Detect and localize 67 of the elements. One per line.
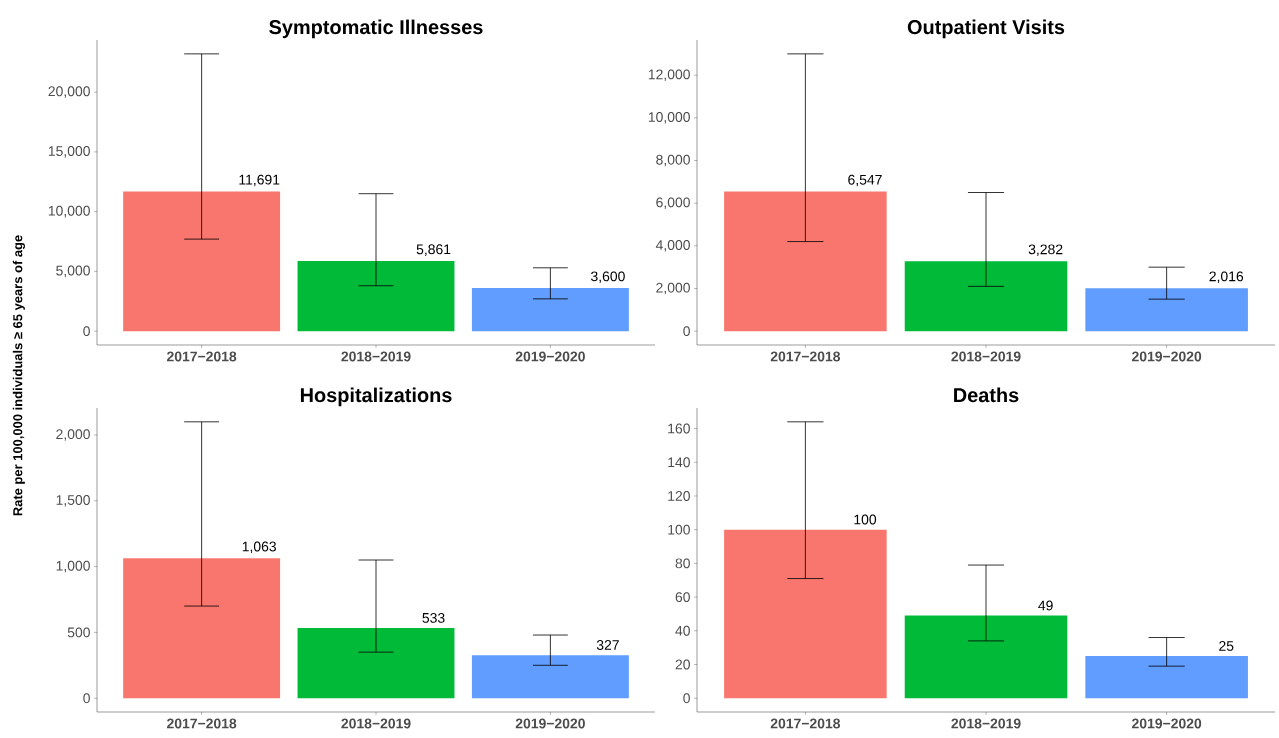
y-tick-label: 140 [668,457,690,468]
y-tick-label: 40 [675,625,690,636]
data-label: 25 [1219,640,1234,651]
y-tick-label: 20,000 [48,86,90,98]
data-label: 1,063 [242,541,276,554]
x-tick-label: 2017−2018 [167,351,237,362]
bar [724,529,887,699]
y-tick-label: 6,000 [656,197,690,209]
data-label: 3,282 [1028,244,1063,256]
y-tick-label: 0 [683,326,690,337]
y-tick-label: 2,000 [56,429,90,441]
chart-title: Hospitalizations [300,387,452,407]
data-label: 327 [596,640,619,650]
bar [904,615,1068,699]
y-tick-label: 0 [83,326,90,337]
y-tick-label: 100 [668,524,690,535]
x-tick-label: 2018−2019 [951,718,1021,729]
x-tick-label: 2017−2018 [167,718,237,729]
bar [471,288,629,332]
y-tick-label: 60 [675,592,690,603]
y-tick-label: 2,000 [656,282,690,295]
y-tick-label: 1,500 [56,495,90,507]
chart-title: Deaths [954,387,1019,403]
bar [123,558,281,699]
bar [1085,656,1248,699]
bar [297,628,455,699]
chart-title: Outpatient Visits [907,19,1065,39]
x-tick-label: 2019−2020 [1132,351,1202,362]
data-label: 533 [422,612,445,623]
y-tick-label: 0 [683,693,690,704]
x-tick-label: 2018−2019 [341,351,411,362]
data-label: 49 [1038,600,1053,611]
x-tick-label: 2019−2020 [515,718,585,729]
bar [297,261,455,332]
data-label: 5,861 [416,244,451,256]
y-tick-label: 4,000 [655,240,690,252]
y-tick-label: 1,000 [56,560,90,573]
y-tick-label: 12,000 [648,69,690,81]
data-label: 2,016 [1209,271,1244,283]
data-label: 11,691 [239,174,280,187]
y-tick-label: 20 [675,659,690,670]
y-axis-title: Rate per 100,000 individuals ≥ 65 years of age [12,235,25,516]
y-tick-label: 500 [67,627,90,638]
x-tick-label: 2019−2020 [515,351,585,362]
y-tick-label: 10,000 [648,112,690,124]
chart-title: Symptomatic Illnesses [269,19,483,39]
data-label: 6,547 [848,174,882,187]
x-tick-label: 2017−2018 [770,351,841,362]
y-tick-label: 15,000 [48,146,90,158]
y-tick-label: 0 [83,693,90,704]
bar [904,261,1068,332]
bar [724,191,887,332]
x-tick-label: 2018−2019 [951,351,1021,362]
y-tick-label: 8,000 [656,154,690,167]
data-label: 100 [854,514,877,525]
bar [123,191,281,332]
x-tick-label: 2018−2019 [341,718,411,729]
data-label: 3,600 [591,271,625,283]
y-tick-label: 120 [668,491,690,501]
y-tick-label: 10,000 [48,205,90,218]
x-tick-label: 2017−2018 [770,718,841,729]
y-tick-label: 80 [675,558,690,569]
y-tick-label: 5,000 [56,265,90,278]
y-tick-label: 160 [668,423,690,434]
bar [471,655,629,699]
x-tick-label: 2019−2020 [1132,718,1202,729]
bar [1085,288,1248,332]
